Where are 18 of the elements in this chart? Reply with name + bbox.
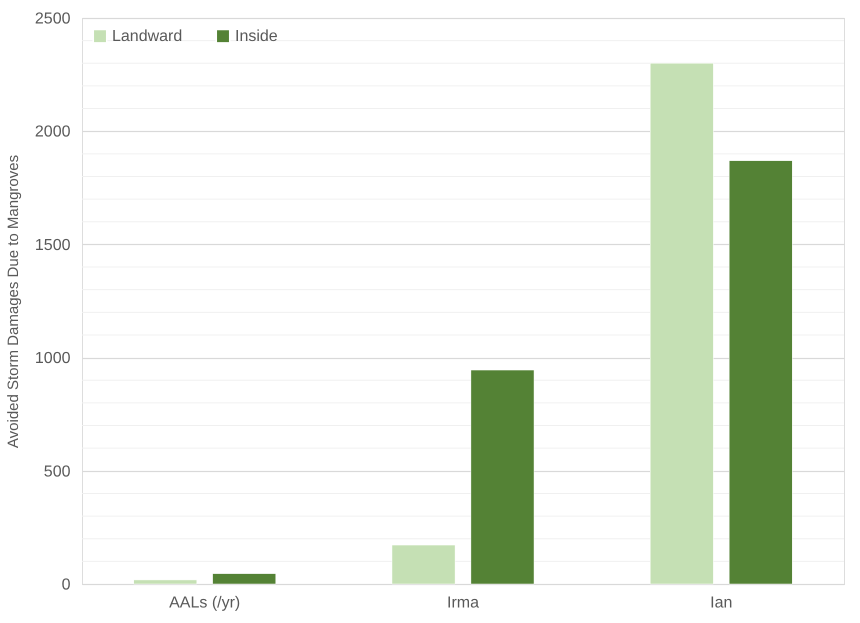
bar	[392, 544, 456, 584]
bar	[133, 580, 198, 584]
x-tick-label: Ian	[710, 594, 732, 612]
legend-label: Inside	[235, 28, 278, 46]
y-axis-title: Avoided Storm Damages Due to Mangroves	[4, 154, 22, 448]
x-tick-label: Irma	[447, 594, 480, 612]
bar	[470, 370, 534, 584]
y-tick-label: 500	[44, 463, 71, 480]
y-tick-label: 1000	[34, 350, 71, 368]
bar	[212, 573, 276, 584]
legend-label: Landward	[112, 28, 182, 46]
y-tick-label: 2500	[34, 10, 71, 28]
bar	[650, 63, 714, 584]
y-tick-label: 2000	[34, 124, 71, 141]
y-tick-label: 1500	[34, 236, 71, 254]
bar	[728, 160, 793, 584]
x-tick-label: AALs (/yr)	[169, 594, 240, 612]
y-tick-label: 0	[62, 576, 71, 594]
